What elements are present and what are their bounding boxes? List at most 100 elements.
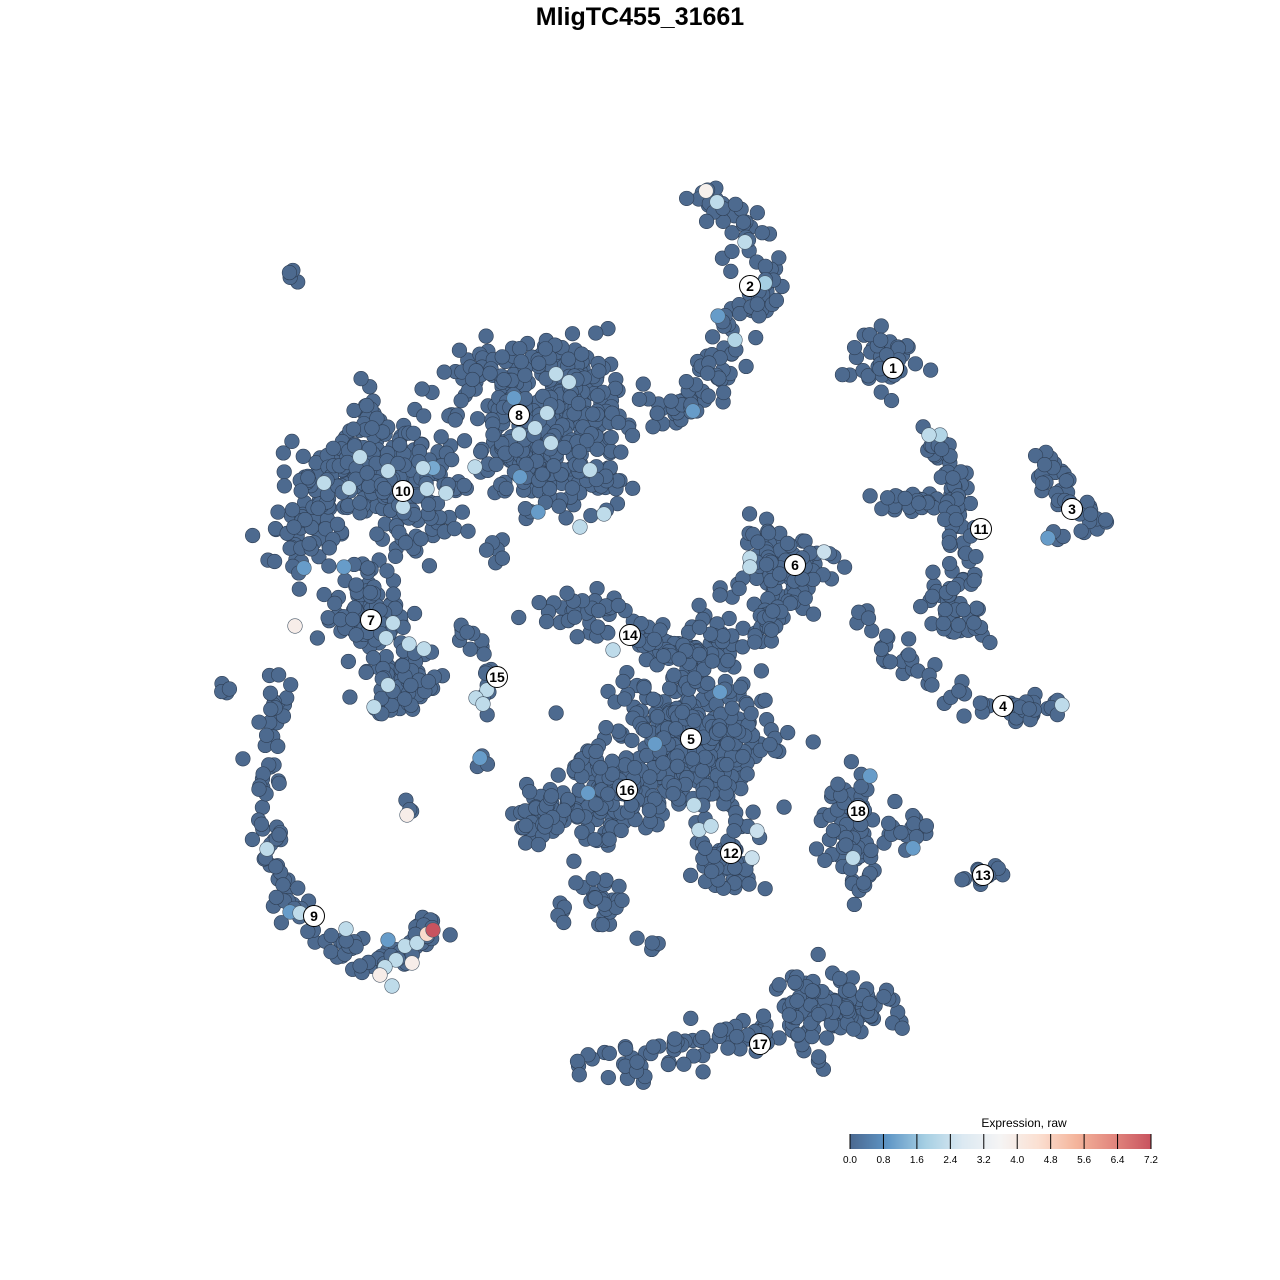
expressing-cell-point — [338, 921, 354, 937]
cell-point — [968, 600, 985, 616]
cell-point — [321, 540, 337, 556]
cell-point — [251, 714, 267, 730]
legend-tick-label: 1.6 — [910, 1155, 924, 1166]
cell-point — [691, 619, 708, 635]
cell-point — [702, 626, 719, 642]
cell-point — [663, 393, 679, 409]
cell-point — [348, 577, 364, 593]
legend-tick-label: 4.0 — [1010, 1155, 1024, 1166]
cell-point — [352, 495, 368, 511]
expressing-cell-point — [399, 807, 415, 823]
expressing-cell-point — [352, 449, 368, 465]
cell-point — [645, 419, 661, 435]
cell-point — [655, 648, 672, 664]
cell-point — [420, 496, 437, 512]
cell-point — [613, 822, 629, 839]
cell-point — [873, 384, 889, 400]
cell-point — [641, 802, 657, 818]
cell-point — [1034, 475, 1051, 491]
cell-point — [738, 358, 754, 375]
cell-point — [625, 480, 641, 496]
cell-point — [301, 536, 317, 552]
cell-point — [901, 631, 917, 647]
cell-point — [568, 875, 584, 891]
expressing-cell-point — [685, 403, 701, 419]
cell-point — [749, 205, 765, 221]
cell-point — [1082, 506, 1099, 522]
cell-point — [683, 867, 699, 883]
cell-point — [935, 615, 951, 632]
cell-point — [546, 458, 562, 474]
cluster-label-2: 2 — [739, 275, 761, 297]
cell-point — [772, 566, 788, 582]
cluster-label-1: 1 — [882, 357, 904, 379]
cell-point — [797, 590, 813, 606]
cell-point — [750, 534, 766, 550]
cell-point — [258, 727, 275, 743]
cell-point — [735, 214, 751, 230]
cell-point — [954, 872, 970, 888]
cell-point — [447, 412, 463, 428]
cell-point — [805, 606, 822, 622]
cell-point — [764, 622, 780, 638]
legend-tick-label: 7.2 — [1144, 1155, 1158, 1166]
cell-point — [704, 863, 720, 880]
expressing-cell-point — [336, 559, 352, 575]
cell-point — [346, 402, 362, 419]
cell-point — [747, 634, 763, 650]
cell-point — [629, 930, 645, 946]
cluster-label-3: 3 — [1061, 498, 1083, 520]
cell-point — [348, 627, 364, 643]
cell-point — [405, 425, 422, 441]
cluster-label-text: 3 — [1068, 501, 1076, 517]
cell-point — [860, 368, 876, 384]
cell-point — [365, 650, 381, 666]
cluster-label-17: 17 — [749, 1033, 771, 1055]
cluster-label-18: 18 — [847, 800, 869, 822]
expressing-cell-point — [703, 818, 719, 834]
cell-point — [534, 466, 550, 482]
cell-point — [966, 615, 982, 631]
cell-point — [254, 799, 271, 815]
cell-point — [879, 490, 896, 506]
cell-point — [624, 427, 641, 444]
cell-point — [735, 749, 751, 765]
cell-point — [832, 970, 848, 987]
cell-point — [392, 437, 408, 453]
legend-title: Expression, raw — [981, 1116, 1067, 1130]
expressing-cell-point — [287, 618, 303, 634]
cell-point — [414, 381, 430, 397]
cell-point — [275, 445, 291, 461]
cell-point — [674, 704, 690, 720]
cell-point — [512, 340, 528, 357]
cell-point — [771, 250, 787, 266]
cell-point — [787, 974, 803, 991]
cell-point — [585, 406, 601, 422]
cell-point — [645, 691, 661, 707]
cell-point — [569, 1053, 586, 1069]
expressing-cell-point — [605, 642, 621, 658]
cell-point — [293, 483, 309, 499]
cell-point — [342, 689, 358, 705]
cell-point — [444, 452, 460, 468]
cell-point — [768, 292, 785, 308]
cell-point — [1097, 512, 1114, 528]
expressing-cell-point — [710, 308, 726, 324]
cell-point — [600, 1069, 616, 1086]
cell-point — [941, 535, 957, 551]
cell-point — [881, 815, 897, 831]
expressing-cell-point — [582, 462, 598, 478]
expressing-cell-point — [727, 332, 743, 348]
cell-point — [684, 751, 701, 767]
cell-point — [571, 1067, 587, 1083]
cell-point — [968, 549, 984, 565]
cell-point — [395, 658, 411, 674]
expressing-cell-point — [388, 952, 404, 968]
expressing-cell-point — [511, 426, 527, 442]
expressing-cell-point — [596, 506, 612, 522]
cell-point — [530, 837, 547, 853]
cell-point — [716, 384, 732, 401]
cell-point — [691, 597, 707, 613]
cell-point — [245, 527, 261, 544]
